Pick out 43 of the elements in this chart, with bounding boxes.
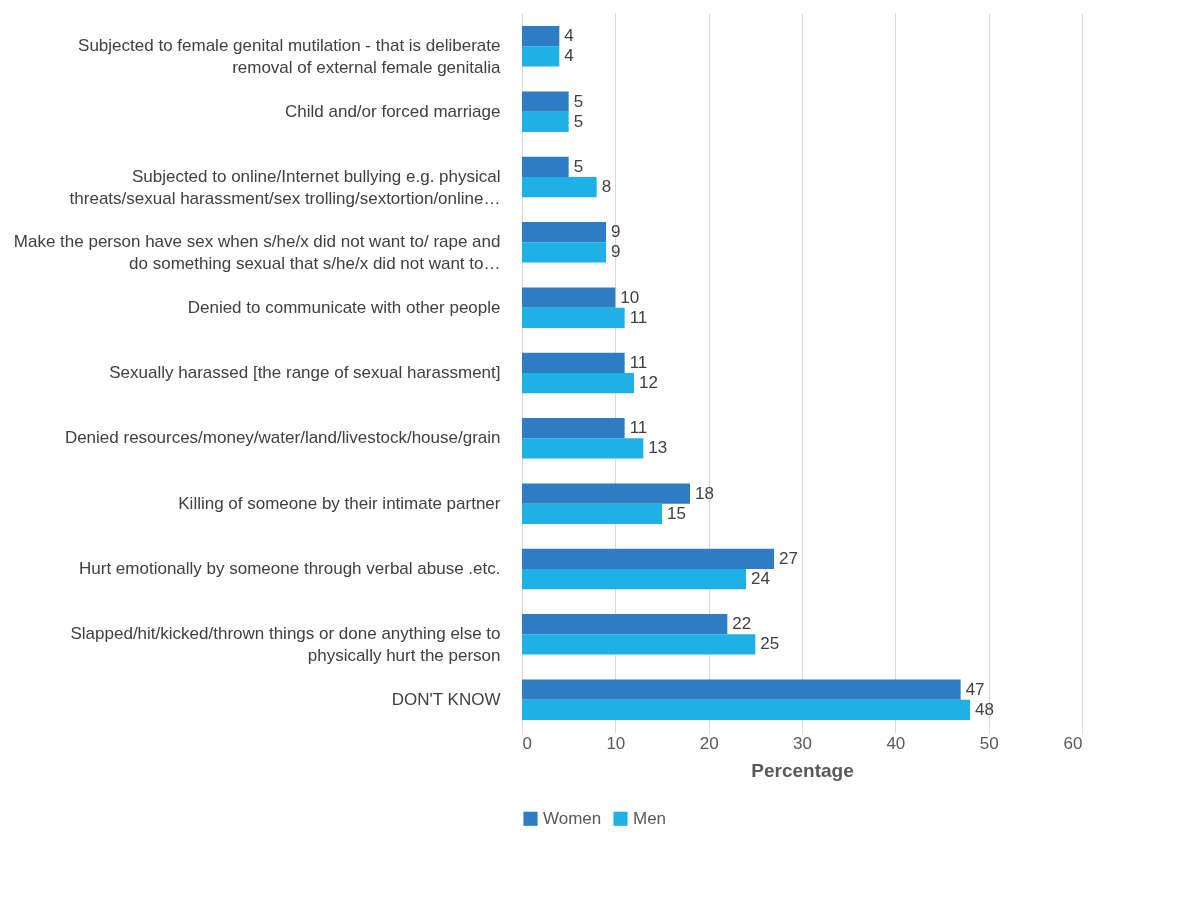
data-label: 47 bbox=[965, 679, 985, 699]
x-tick-label: 10 bbox=[606, 733, 626, 753]
x-tick-label: 60 bbox=[1063, 733, 1083, 753]
data-label: 5 bbox=[573, 156, 584, 176]
data-label: 12 bbox=[639, 373, 658, 393]
data-label: 5 bbox=[573, 111, 584, 131]
y-tick-label: Subjected to online/Internet bullying e.g. physical threats/sexual harassment/sex trolling/sextortion/online… bbox=[69, 166, 501, 208]
data-label: 8 bbox=[601, 177, 612, 197]
x-tick-label: 50 bbox=[979, 733, 999, 753]
x-tick-label: 20 bbox=[699, 733, 719, 753]
data-label: 11 bbox=[629, 352, 648, 372]
y-tick-label: Slapped/hit/kicked/thrown things or done anything else to physically hurt the person bbox=[70, 624, 501, 666]
data-label: 10 bbox=[620, 287, 640, 307]
data-label: 4 bbox=[564, 26, 574, 46]
y-tick-label: Sexually harassed [the range of sexual harassment] bbox=[109, 363, 501, 382]
data-label: 25 bbox=[760, 634, 780, 654]
x-tick-label: 40 bbox=[886, 733, 906, 753]
data-label: 4 bbox=[564, 46, 574, 66]
x-axis-title: Percentage bbox=[751, 759, 854, 781]
data-label: 15 bbox=[667, 503, 686, 523]
data-label: 27 bbox=[779, 548, 798, 568]
data-label: 13 bbox=[648, 438, 668, 458]
y-tick-label: Subjected to female genital mutilation - that is deliberate removal of external female genitalia bbox=[78, 36, 502, 78]
y-tick-label: Make the person have sex when s/he/x did not want to/ rape and do something sexual that s/he/x did not want to… bbox=[13, 232, 501, 274]
y-tick-label: Hurt emotionally by someone through verbal abuse .etc. bbox=[79, 559, 501, 579]
legend-label: Women bbox=[543, 808, 602, 828]
data-label: 5 bbox=[573, 91, 584, 111]
data-label: 48 bbox=[975, 699, 994, 719]
y-tick-label: Killing of someone by their intimate partner bbox=[178, 493, 501, 513]
data-label: 9 bbox=[611, 242, 621, 262]
y-tick-label: DON'T KNOW bbox=[391, 689, 501, 709]
data-label: 11 bbox=[629, 418, 648, 438]
x-tick-label: 30 bbox=[793, 733, 812, 753]
legend-label: Men bbox=[633, 808, 667, 828]
data-label: 22 bbox=[732, 614, 752, 634]
data-label: 18 bbox=[695, 483, 714, 503]
y-tick-label: Denied to communicate with other people bbox=[187, 297, 501, 317]
y-tick-label: Child and/or forced marriage bbox=[285, 101, 501, 121]
data-label: 11 bbox=[629, 307, 648, 327]
y-tick-label: Denied resources/money/water/land/livestock/house/grain bbox=[64, 428, 501, 448]
data-label: 24 bbox=[751, 569, 770, 589]
data-label: 9 bbox=[611, 222, 621, 242]
x-tick-label: 0 bbox=[522, 733, 532, 753]
